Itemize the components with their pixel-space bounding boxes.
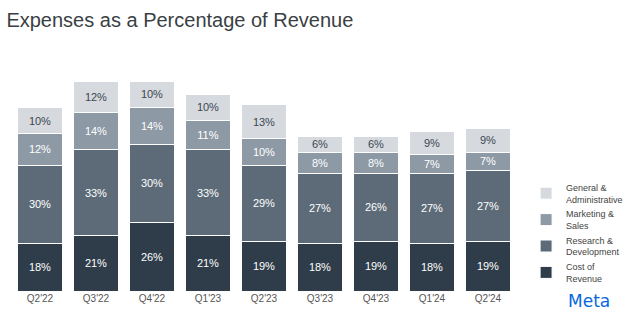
svg-text:Cost ofRevenue: Cost ofRevenue (566, 262, 602, 284)
svg-text:18%: 18% (421, 261, 443, 273)
svg-text:10%: 10% (197, 101, 219, 113)
svg-text:6%: 6% (368, 138, 384, 150)
svg-text:6%: 6% (312, 138, 328, 150)
svg-text:Q3'23: Q3'23 (307, 293, 334, 304)
svg-text:Q1'23: Q1'23 (195, 293, 222, 304)
svg-text:8%: 8% (312, 157, 328, 169)
svg-text:18%: 18% (309, 261, 331, 273)
svg-text:26%: 26% (141, 251, 163, 263)
svg-text:7%: 7% (424, 158, 440, 170)
svg-text:14%: 14% (141, 120, 163, 132)
svg-text:10%: 10% (29, 115, 51, 127)
svg-text:14%: 14% (85, 125, 107, 137)
svg-text:General &Administrative: General &Administrative (566, 183, 623, 205)
svg-text:9%: 9% (480, 134, 496, 146)
svg-text:8%: 8% (368, 157, 384, 169)
svg-text:19%: 19% (253, 260, 275, 272)
svg-text:10%: 10% (141, 88, 163, 100)
svg-text:12%: 12% (29, 143, 51, 155)
svg-text:9%: 9% (424, 137, 440, 149)
svg-text:18%: 18% (29, 261, 51, 273)
svg-text:26%: 26% (365, 201, 387, 213)
svg-text:13%: 13% (253, 116, 275, 128)
svg-text:27%: 27% (421, 202, 443, 214)
svg-text:21%: 21% (85, 257, 107, 269)
svg-text:Expenses as a Percentage of Re: Expenses as a Percentage of Revenue (6, 9, 353, 31)
svg-text:Q2'23: Q2'23 (251, 293, 278, 304)
svg-text:Q4'22: Q4'22 (139, 293, 166, 304)
svg-text:12%: 12% (85, 91, 107, 103)
svg-text:10%: 10% (253, 146, 275, 158)
svg-text:27%: 27% (477, 200, 499, 212)
svg-text:Q3'22: Q3'22 (83, 293, 110, 304)
svg-text:30%: 30% (141, 177, 163, 189)
svg-text:Q1'24: Q1'24 (419, 293, 446, 304)
svg-text:21%: 21% (197, 257, 219, 269)
svg-text:11%: 11% (197, 129, 218, 141)
svg-text:Marketing &Sales: Marketing &Sales (566, 209, 614, 231)
svg-text:27%: 27% (309, 202, 331, 214)
svg-text:Meta: Meta (568, 291, 610, 311)
svg-text:19%: 19% (477, 260, 499, 272)
svg-text:19%: 19% (365, 260, 387, 272)
svg-text:33%: 33% (85, 187, 107, 199)
svg-text:Q4'23: Q4'23 (363, 293, 390, 304)
svg-text:30%: 30% (29, 198, 51, 210)
svg-text:29%: 29% (253, 197, 275, 209)
svg-text:Q2'22: Q2'22 (27, 293, 54, 304)
svg-text:7%: 7% (480, 155, 496, 167)
svg-text:Research &Development: Research &Development (566, 236, 620, 258)
svg-text:33%: 33% (197, 187, 219, 199)
svg-text:Q2'24: Q2'24 (475, 293, 502, 304)
